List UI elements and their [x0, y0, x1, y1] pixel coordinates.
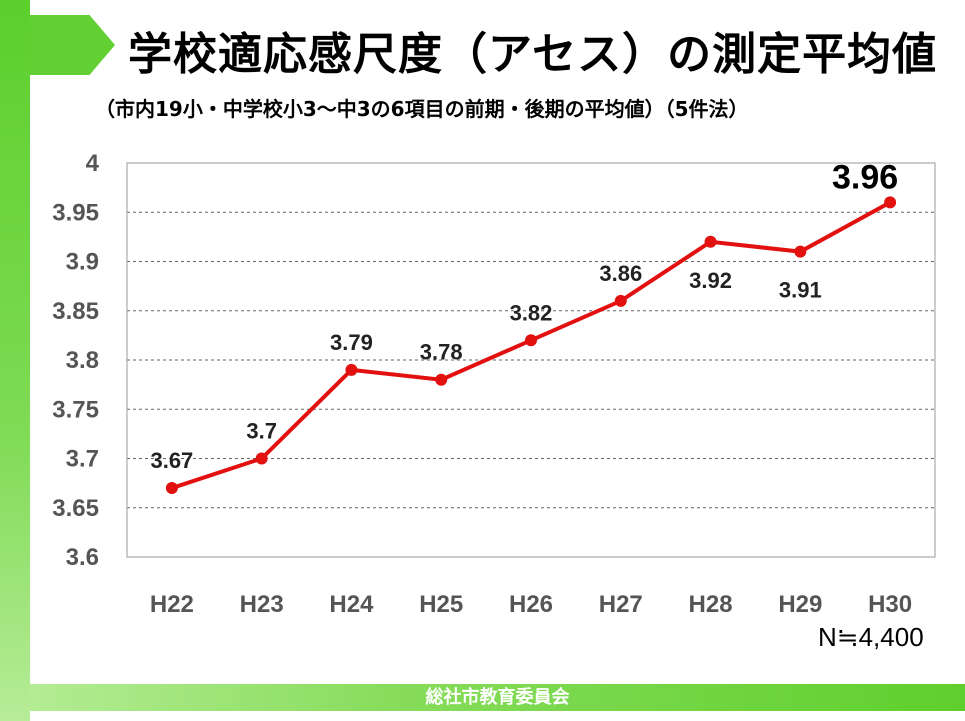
x-tick-label: H30 [868, 591, 912, 618]
y-tick-label: 3.95 [52, 199, 99, 226]
data-point [345, 363, 358, 376]
data-point [165, 482, 178, 495]
y-tick-label: 3.8 [66, 347, 99, 374]
x-tick-label: H28 [689, 591, 733, 618]
data-label: 3.79 [330, 330, 373, 355]
data-label: 3.7 [246, 419, 277, 444]
data-point [255, 452, 268, 465]
page-title: 学校適応感尺度（アセス）の測定平均値 [128, 29, 938, 80]
y-tick-label: 3.75 [52, 396, 99, 423]
sample-size-note: N≒4,400 [818, 622, 924, 652]
sidebar-accent [0, 0, 30, 721]
page-subtitle: （市内19小・中学校小3～中3の6項目の前期・後期の平均値）（5件法） [95, 97, 749, 121]
data-point [704, 235, 717, 248]
data-point [794, 245, 807, 258]
y-tick-label: 3.9 [66, 249, 99, 276]
y-tick-label: 3.85 [52, 298, 99, 325]
data-point [525, 334, 537, 347]
data-label: 3.86 [599, 261, 642, 286]
footer-organization: 総社市教育委員会 [30, 684, 965, 711]
data-label: 3.96 [832, 158, 898, 196]
plot-area [126, 162, 936, 558]
x-tick-label: H24 [329, 591, 374, 618]
x-tick-label: H22 [150, 591, 194, 618]
data-label: 3.92 [689, 268, 732, 293]
x-tick-label: H25 [419, 591, 463, 618]
data-label: 3.91 [779, 278, 822, 303]
x-tick-label: H27 [599, 591, 643, 618]
data-point [614, 294, 627, 307]
data-point [435, 373, 448, 386]
y-tick-label: 3.6 [66, 544, 99, 571]
data-label: 3.78 [420, 340, 463, 365]
y-tick-label: 3.65 [52, 495, 99, 522]
y-tick-label: 4 [86, 150, 100, 177]
data-label: 3.82 [510, 300, 553, 325]
data-point [884, 196, 897, 209]
x-tick-label: H26 [509, 591, 553, 618]
x-tick-label: H29 [778, 591, 822, 618]
x-tick-label: H23 [240, 591, 284, 618]
data-label: 3.67 [150, 448, 193, 473]
y-tick-label: 3.7 [66, 446, 99, 473]
